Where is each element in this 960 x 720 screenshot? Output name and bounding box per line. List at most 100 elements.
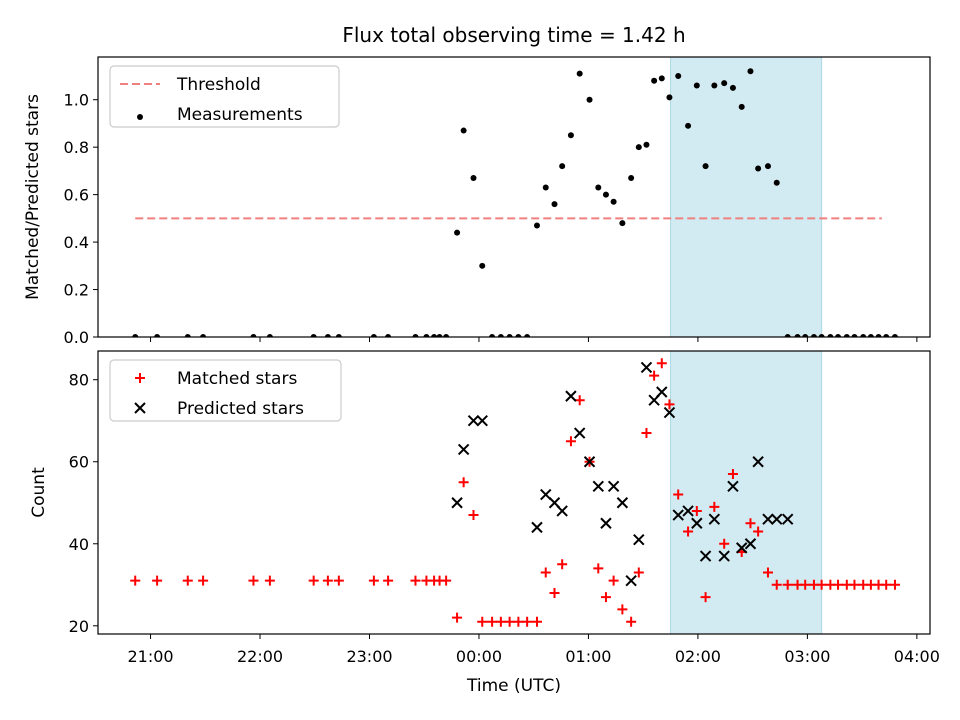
data-point: [198, 575, 209, 586]
data-point: [651, 77, 658, 84]
data-point: [567, 132, 574, 139]
data-point: [755, 165, 762, 172]
y-tick-label: 20: [69, 617, 89, 636]
data-point: [452, 612, 463, 623]
data-point: [800, 579, 811, 590]
data-point: [673, 489, 684, 500]
data-point: [771, 579, 782, 590]
data-point: [747, 68, 754, 75]
axes-frame: [97, 350, 931, 635]
data-point: [702, 163, 709, 170]
top-panel: 0.0 0.2 0.4 0.6 0.8 1.0 Matched/Predicted star…: [23, 56, 931, 347]
data-point: [664, 399, 675, 410]
data-point: [610, 198, 617, 205]
data-point: [531, 616, 542, 627]
data-point: [683, 526, 694, 537]
data-point: [487, 616, 498, 627]
data-point: [744, 538, 757, 550]
data-point: [324, 334, 331, 337]
data-point: [412, 334, 419, 337]
data-point: [524, 334, 531, 337]
data-point: [693, 82, 700, 89]
legend-frame: [109, 65, 340, 128]
plot-area: [132, 57, 898, 337]
observing-window-band: [670, 57, 823, 337]
data-point: [586, 96, 593, 103]
data-point: [468, 510, 479, 521]
legend: Threshold Measurements: [109, 65, 340, 128]
data-point: [592, 480, 605, 493]
data-point: [691, 517, 703, 529]
data-point: [152, 575, 163, 586]
data-point: [635, 144, 642, 151]
data-point: [672, 509, 684, 521]
data-point: [656, 358, 667, 369]
data-point: [640, 361, 653, 374]
legend-label: Threshold: [176, 75, 261, 95]
data-point: [573, 427, 586, 439]
legend-label: Measurements: [177, 105, 303, 125]
series-predicted-stars: [451, 361, 794, 587]
data-point: [835, 334, 842, 337]
data-point: [458, 477, 469, 488]
data-point: [735, 542, 748, 554]
plot-area: [130, 351, 900, 634]
y-tick-label: 0.6: [64, 186, 89, 205]
data-point: [729, 84, 736, 91]
data-point: [333, 575, 344, 586]
data-point: [248, 575, 259, 586]
data-point: [699, 550, 712, 562]
data-point: [682, 505, 694, 517]
data-point: [727, 469, 738, 480]
data-point: [784, 334, 791, 337]
y-tick-label: 1.0: [64, 91, 89, 110]
data-point: [565, 390, 577, 402]
data-point: [827, 334, 834, 337]
data-point: [513, 616, 524, 627]
data-point: [385, 334, 392, 337]
x-tick-label: 00:00: [456, 647, 502, 666]
data-point: [773, 179, 780, 186]
data-point: [470, 175, 477, 182]
data-point: [264, 575, 275, 586]
data-point: [308, 575, 319, 586]
data-point: [540, 567, 551, 578]
data-point: [891, 334, 898, 337]
data-point: [542, 184, 549, 191]
data-point: [457, 443, 470, 456]
data-point: [685, 122, 692, 129]
x-tick-label: 01:00: [565, 647, 611, 666]
data-point: [322, 575, 333, 586]
data-point: [709, 501, 720, 512]
data-point: [781, 513, 794, 525]
data-point: [860, 334, 867, 337]
data-point: [719, 538, 730, 549]
x-tick-label: 02:00: [675, 647, 721, 666]
data-point: [762, 513, 774, 525]
data-point: [753, 526, 764, 537]
x-tick-label: 03:00: [784, 647, 830, 666]
axes-frame: [97, 56, 931, 338]
data-point: [522, 616, 533, 627]
x-tick-label: 04:00: [894, 647, 940, 666]
data-point: [335, 334, 342, 337]
data-point: [467, 415, 480, 427]
data-point: [663, 406, 676, 419]
data-point: [595, 184, 602, 191]
data-point: [549, 587, 560, 598]
data-point: [431, 334, 438, 337]
data-point: [633, 567, 644, 578]
data-point: [649, 370, 660, 381]
data-point: [851, 334, 858, 337]
data-point: [531, 521, 543, 534]
data-point: [310, 334, 317, 337]
observing-window-band: [670, 351, 823, 634]
legend-marker: [134, 402, 146, 414]
data-point: [721, 80, 728, 87]
data-point: [658, 75, 665, 82]
data-point: [479, 262, 486, 269]
legend-frame: [109, 359, 342, 422]
data-point: [626, 616, 637, 627]
x-tick-label: 21:00: [127, 647, 173, 666]
